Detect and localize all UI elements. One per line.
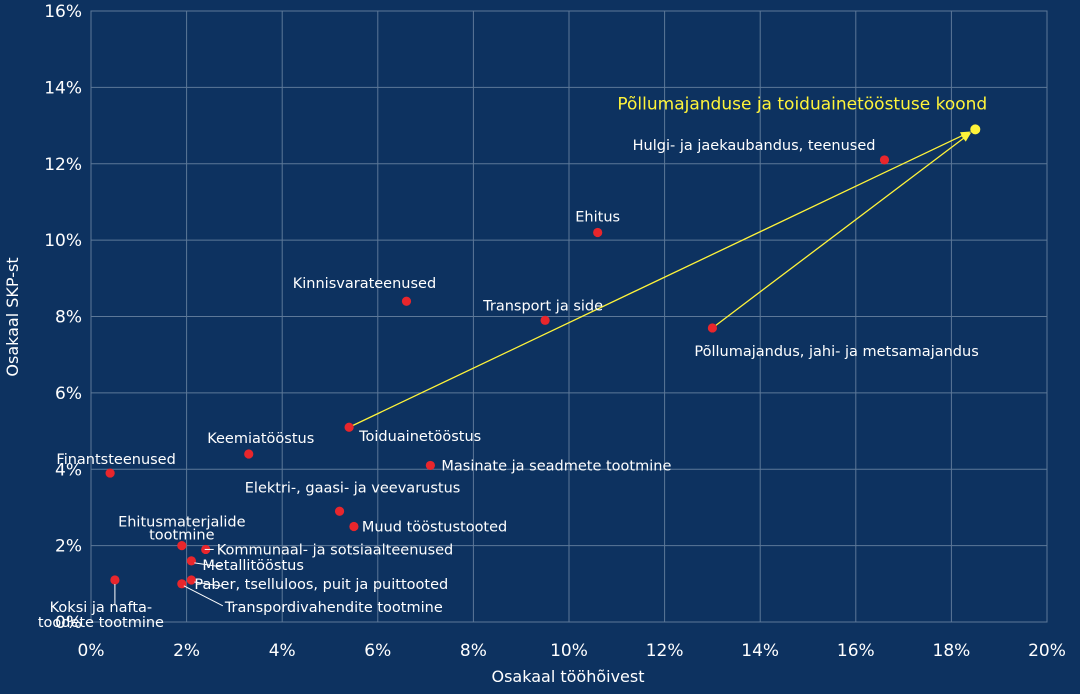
data-label: Masinate ja seadmete tootmine (441, 458, 671, 474)
x-tick-label: 6% (364, 641, 391, 661)
data-point (879, 155, 890, 165)
data-label: Transpordivahendite tootmine (224, 600, 443, 616)
data-label: Põllumajandus, jahi- ja metsamajandus (694, 344, 978, 360)
data-label: Ehitusmaterjalide tootmine (118, 515, 246, 544)
y-tick-label: 12% (44, 155, 82, 175)
data-label: Ehitus (575, 209, 620, 225)
data-label: Koksi ja nafta-toodete tootmine (38, 600, 164, 631)
x-tick-label: 8% (460, 641, 487, 661)
y-tick-label: 2% (55, 537, 82, 557)
arrow-line (712, 136, 967, 329)
data-label: Paber, tselluloos, puit ja puittooted (194, 577, 448, 593)
x-tick-label: 0% (78, 641, 105, 661)
x-tick-label: 16% (837, 641, 875, 661)
tick-layer: 0% 2% 4% 6% 8% 10% 12% 14% 16% 18% 20% 0% 2% 4% 6% 8% 10… (44, 2, 1066, 661)
data-point (593, 227, 603, 238)
data-point (401, 296, 412, 306)
data-label: Finantsteenused (56, 452, 175, 468)
data-label: Hulgi- ja jaekaubandus, teenused (633, 138, 876, 154)
y-tick-label: 10% (44, 231, 82, 251)
data-point (334, 506, 345, 516)
y-axis-label: Osakaal SKP-st (3, 257, 22, 376)
data-point (425, 460, 435, 471)
y-tick-label: 14% (44, 78, 82, 98)
data-label: Kinnisvarateenused (293, 276, 436, 292)
highlight-label: Põllumajanduse ja toiduainetööstuse koon… (617, 94, 987, 114)
y-tick-label: 4% (55, 460, 82, 480)
data-label: Keemiatööstus (207, 431, 314, 447)
data-label: Elektri-, gaasi- ja veevarustus (245, 480, 461, 496)
y-tick-label: 16% (44, 2, 82, 22)
label-layer: Põllumajandus, jahi- ja metsamajandus Toi… (38, 94, 987, 631)
leader-line (183, 585, 224, 607)
x-tick-label: 12% (646, 641, 684, 661)
data-point (110, 575, 120, 585)
data-label: Metallitööstus (202, 558, 304, 574)
data-label: Muud tööstustooted (362, 520, 507, 536)
data-point (177, 541, 187, 551)
data-point (186, 556, 196, 566)
data-point (707, 323, 718, 333)
data-point (186, 575, 196, 585)
data-label: Transport ja side (482, 298, 603, 314)
x-tick-label: 20% (1028, 641, 1066, 661)
leader-line (194, 562, 222, 568)
y-tick-label: 8% (55, 308, 82, 328)
data-point (105, 468, 115, 478)
x-axis-label: Osakaal tööhõivest (491, 667, 644, 686)
x-tick-label: 18% (933, 641, 971, 661)
data-point (244, 449, 254, 459)
grid-layer (90, 10, 1048, 623)
arrow-layer (348, 131, 972, 428)
x-tick-label: 10% (550, 641, 588, 661)
x-tick-label: 4% (269, 641, 296, 661)
data-label: Toiduainetööstus (358, 429, 481, 445)
data-label: Kommunaal- ja sotsiaalteenused (217, 542, 454, 558)
data-point (344, 422, 354, 432)
highlight-point (970, 124, 981, 135)
data-point (349, 521, 359, 532)
data-point (540, 315, 550, 325)
data-point (177, 579, 187, 589)
y-tick-label: 0% (55, 613, 82, 633)
arrow-head (960, 131, 971, 140)
x-tick-label: 2% (173, 641, 200, 661)
arrow-line (348, 133, 965, 428)
y-tick-label: 6% (55, 384, 82, 404)
x-tick-label: 14% (741, 641, 779, 661)
leader-line (194, 581, 222, 587)
